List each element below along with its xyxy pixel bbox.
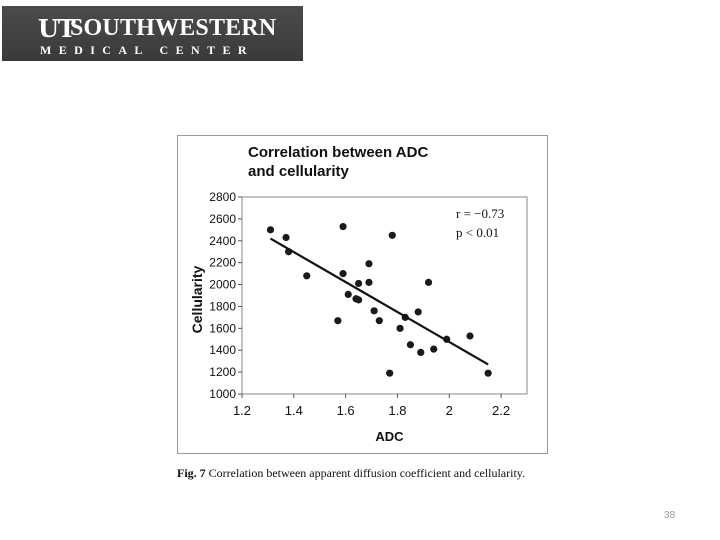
data-point bbox=[339, 270, 347, 278]
data-point bbox=[354, 279, 363, 288]
logo-line1: SOUTHWESTERN bbox=[70, 15, 277, 41]
logo-line2: MEDICAL CENTER bbox=[40, 43, 254, 57]
data-point bbox=[375, 317, 383, 325]
chart-title: Correlation between ADC and cellularity bbox=[248, 144, 429, 180]
y-axis-label: Cellularity bbox=[189, 265, 205, 333]
annotation-p: p < 0.01 bbox=[456, 225, 499, 240]
data-point bbox=[365, 278, 373, 286]
y-tick-label: 1600 bbox=[209, 321, 236, 335]
figure-caption: Fig. 7 Correlation between apparent diff… bbox=[177, 466, 525, 481]
x-tick-label: 1.6 bbox=[337, 403, 355, 418]
y-tick-label: 1400 bbox=[209, 343, 236, 357]
annotation-r: r = −0.73 bbox=[456, 206, 504, 221]
data-point bbox=[282, 233, 290, 242]
x-tick-label: 2.2 bbox=[492, 403, 510, 418]
data-point bbox=[417, 348, 425, 357]
data-point bbox=[388, 231, 396, 239]
y-tick-label: 2200 bbox=[209, 256, 236, 270]
data-point bbox=[466, 332, 474, 340]
x-tick-label: 1.2 bbox=[233, 403, 251, 418]
x-tick-label: 1.4 bbox=[285, 403, 303, 418]
data-point bbox=[414, 308, 422, 316]
page-number: 38 bbox=[664, 510, 676, 521]
figure-frame bbox=[177, 135, 548, 454]
regression-line bbox=[269, 237, 489, 366]
x-tick-label: 2 bbox=[446, 403, 453, 418]
data-point bbox=[484, 369, 492, 377]
data-point bbox=[396, 324, 404, 332]
data-point bbox=[339, 222, 347, 231]
caption-label: Fig. 7 bbox=[177, 466, 206, 480]
data-point bbox=[406, 341, 415, 349]
y-tick-label: 2000 bbox=[209, 278, 236, 292]
x-axis-label: ADC bbox=[375, 429, 404, 444]
data-point bbox=[430, 345, 438, 353]
y-tick-label: 2400 bbox=[209, 234, 236, 248]
plot-area bbox=[241, 196, 528, 395]
y-tick-label: 1000 bbox=[209, 387, 236, 401]
data-point bbox=[365, 260, 373, 268]
y-tick-label: 1800 bbox=[209, 299, 236, 313]
ut-southwestern-logo: UT SOUTHWESTERN MEDICAL CENTER bbox=[2, 6, 303, 61]
data-point bbox=[303, 272, 311, 280]
data-point bbox=[386, 369, 394, 377]
caption-text: Correlation between apparent diffusion c… bbox=[208, 466, 525, 480]
x-tick-label: 1.8 bbox=[388, 403, 406, 418]
data-point bbox=[354, 296, 363, 304]
y-tick-label: 1200 bbox=[209, 365, 236, 379]
data-point bbox=[344, 290, 352, 299]
data-point bbox=[334, 317, 342, 325]
data-point bbox=[424, 278, 433, 286]
logo-mark: UT bbox=[38, 14, 76, 43]
data-point bbox=[266, 226, 275, 234]
y-tick-label: 2600 bbox=[209, 212, 236, 226]
data-point bbox=[370, 307, 378, 315]
y-tick-label: 2800 bbox=[209, 190, 236, 204]
